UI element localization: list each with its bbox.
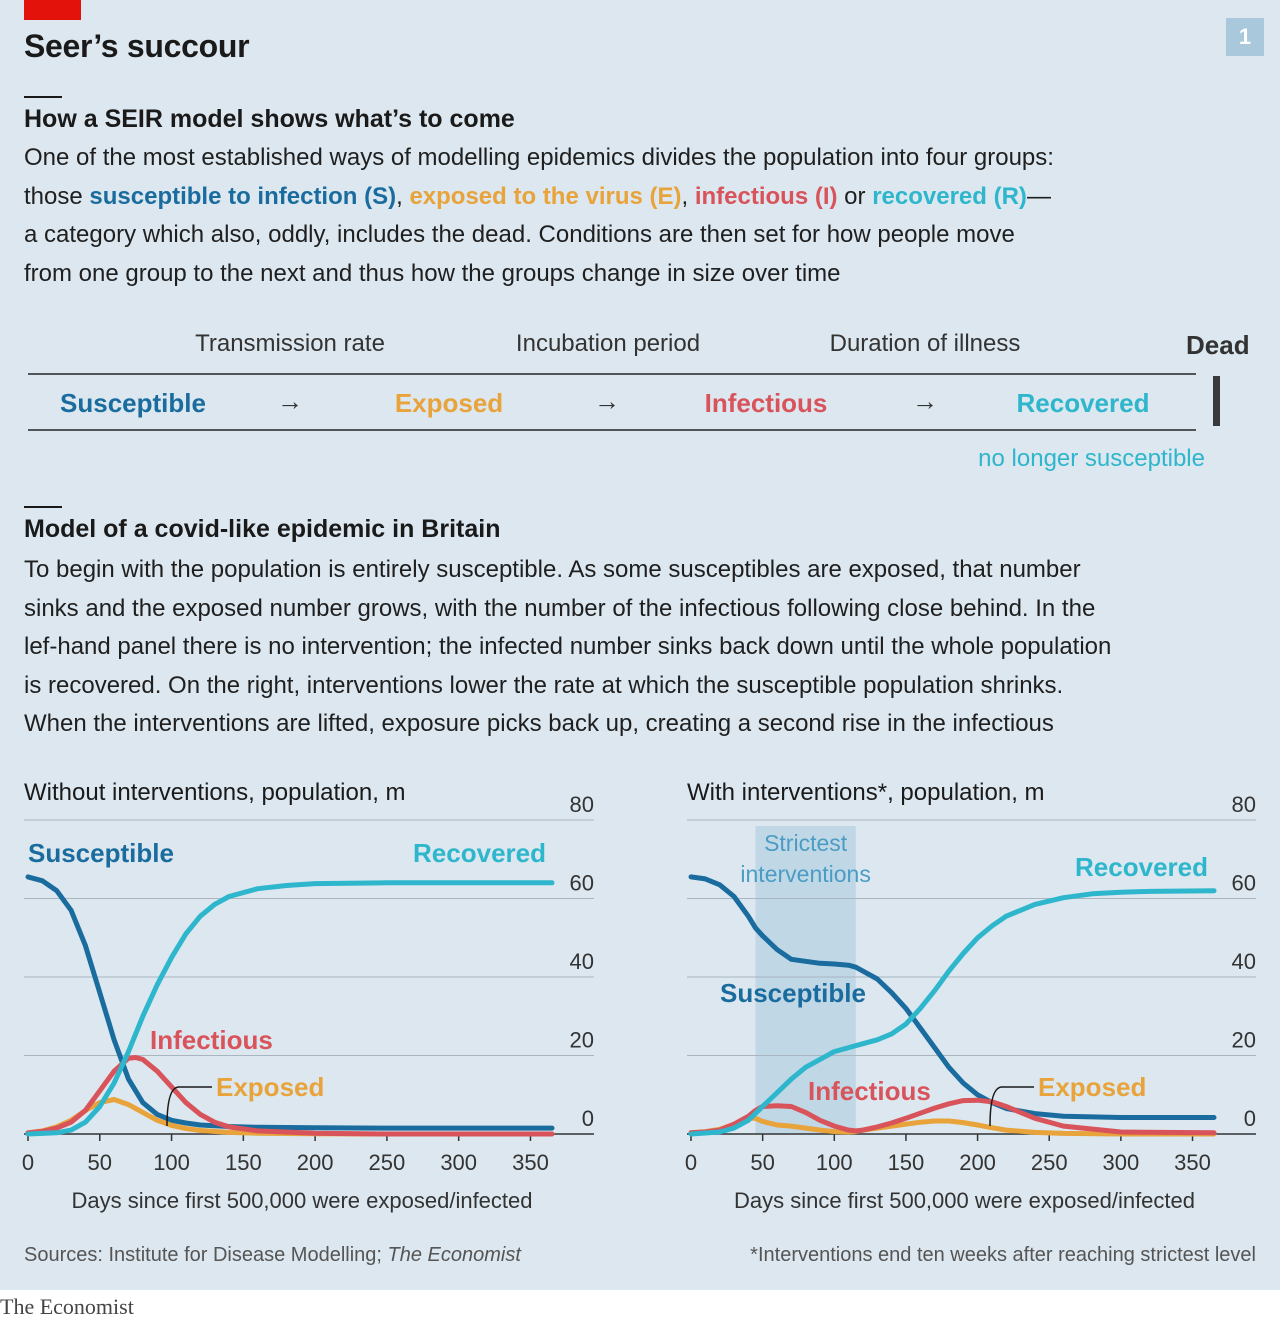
x-tick-label: 100 [816, 1150, 853, 1175]
infectious-term: infectious (I) [694, 182, 838, 210]
diagram-top-rule [28, 373, 1196, 375]
section1-paragraph: One of the most established ways of mode… [24, 139, 1254, 293]
y-tick-label: 40 [570, 949, 594, 974]
para-line: lef-hand panel there is no intervention;… [24, 633, 1112, 660]
x-tick-label: 300 [1103, 1150, 1140, 1175]
shaded-region-label: interventions [740, 861, 870, 887]
series-label-susceptible: Susceptible [28, 838, 174, 868]
arrow-icon: → [912, 386, 938, 416]
x-tick-label: 300 [440, 1150, 477, 1175]
no-longer-susceptible-note: no longer susceptible [978, 445, 1205, 472]
stage-susceptible: Susceptible [60, 388, 206, 418]
x-tick-label: 350 [512, 1150, 549, 1175]
x-tick-label: 50 [750, 1150, 774, 1175]
page-title: Seer’s succour [24, 28, 250, 64]
para-line: To begin with the population is entirely… [24, 556, 1081, 583]
series-label-exposed: Exposed [216, 1072, 324, 1102]
x-tick-label: 350 [1174, 1150, 1211, 1175]
y-tick-label: 80 [1232, 792, 1256, 817]
y-tick-label: 60 [1232, 871, 1256, 896]
para-line: sinks and the exposed number grows, with… [24, 594, 1096, 622]
x-tick-label: 150 [225, 1150, 262, 1175]
x-tick-label: 0 [22, 1150, 34, 1175]
chart-title: With interventions*, population, m [687, 779, 1045, 806]
y-tick-label: 20 [1232, 1028, 1256, 1053]
diagram-dead-label: Dead [1186, 330, 1250, 360]
y-tick-label: 40 [1232, 949, 1256, 974]
series-line-infectious [25, 1055, 555, 1137]
section-rule [24, 96, 62, 98]
y-tick-label: 20 [570, 1028, 594, 1053]
y-tick-label: 0 [582, 1106, 594, 1131]
x-tick-label: 200 [297, 1150, 334, 1175]
diagram-bottom-rule [28, 429, 1196, 431]
arrow-icon: → [277, 386, 303, 416]
dead-bar [1213, 376, 1220, 426]
exposed-term: exposed to the virus (E) [409, 182, 682, 210]
x-tick-label: 50 [88, 1150, 112, 1175]
stage-recovered: Recovered [1016, 388, 1150, 418]
sources-italic: The Economist [387, 1244, 521, 1266]
text: — [1026, 182, 1051, 210]
x-tick-label: 250 [369, 1150, 406, 1175]
para-line: One of the most established ways of mode… [24, 144, 1054, 171]
series-label-susceptible: Susceptible [720, 978, 866, 1008]
charts-svg: Without interventions, population, m 0 20 4… [22, 779, 1256, 1213]
x-axis-label: Days since first 500,000 were exposed/in… [71, 1188, 532, 1213]
publication-brand: The Economist [0, 1294, 134, 1319]
series-label-exposed: Exposed [1038, 1072, 1146, 1102]
x-tick-label: 0 [685, 1150, 697, 1175]
susceptible-term: susceptible to infection (S) [89, 182, 397, 210]
series-line-susceptible [25, 874, 555, 1131]
stage-exposed: Exposed [394, 388, 504, 418]
x-axis-label: Days since first 500,000 were exposed/in… [734, 1188, 1195, 1213]
para-line: from one group to the next and thus how … [24, 259, 841, 287]
para-line: a category which also, oddly, includes t… [24, 221, 1015, 248]
series-label-infectious: Infectious [150, 1025, 273, 1055]
chart-number-badge: 1 [1226, 18, 1264, 56]
x-tick-label: 100 [153, 1150, 190, 1175]
sources-text: Sources: Institute for Disease Modelling… [24, 1244, 388, 1266]
x-tick-label: 150 [888, 1150, 925, 1175]
brand-red-bar [24, 0, 81, 20]
section2-heading: Model of a covid-like epidemic in Britai… [24, 515, 501, 543]
para-line: When the interventions are lifted, expos… [24, 710, 1054, 737]
recovered-term: recovered (R) [872, 182, 1027, 210]
section2-paragraph: To begin with the population is entirely… [24, 551, 1264, 744]
series-label-recovered: Recovered [413, 838, 546, 868]
series-line-recovered [25, 880, 555, 1137]
footnote: *Interventions end ten weeks after reach… [750, 1244, 1256, 1266]
diagram-label-duration: Duration of illness [829, 330, 1021, 357]
y-tick-label: 80 [570, 792, 594, 817]
text: , [396, 182, 410, 210]
stage-infectious: Infectious [704, 388, 828, 418]
para-line: is recovered. On the right, intervention… [24, 671, 1064, 699]
text: those [24, 182, 90, 210]
exposed-leader-line [166, 1086, 212, 1127]
chart-panel [0, 0, 1280, 1290]
arrow-icon: → [594, 386, 620, 416]
y-tick-label: 60 [570, 871, 594, 896]
sources-note: Sources: Institute for Disease Modelling… [24, 1244, 521, 1267]
section-rule [24, 506, 62, 508]
x-tick-label: 200 [959, 1150, 996, 1175]
section1-heading: How a SEIR model shows what’s to come [24, 105, 515, 133]
text: , [681, 182, 695, 210]
para-line: those susceptible to infection (S), expo… [24, 178, 1254, 217]
series-line-recovered [688, 888, 1217, 1137]
shaded-region-label: Strictest [764, 830, 848, 856]
text: or [837, 182, 873, 210]
shaded-region-strictest [755, 826, 856, 1134]
series-label-infectious: Infectious [808, 1076, 931, 1106]
diagram-label-transmission: Transmission rate [195, 330, 385, 357]
series-label-recovered: Recovered [1075, 852, 1208, 882]
y-tick-label: 0 [1244, 1106, 1256, 1131]
exposed-leader-line [989, 1086, 1034, 1127]
x-tick-label: 250 [1031, 1150, 1068, 1175]
chart-title: Without interventions, population, m [24, 779, 406, 806]
diagram-label-incubation: Incubation period [515, 330, 701, 357]
